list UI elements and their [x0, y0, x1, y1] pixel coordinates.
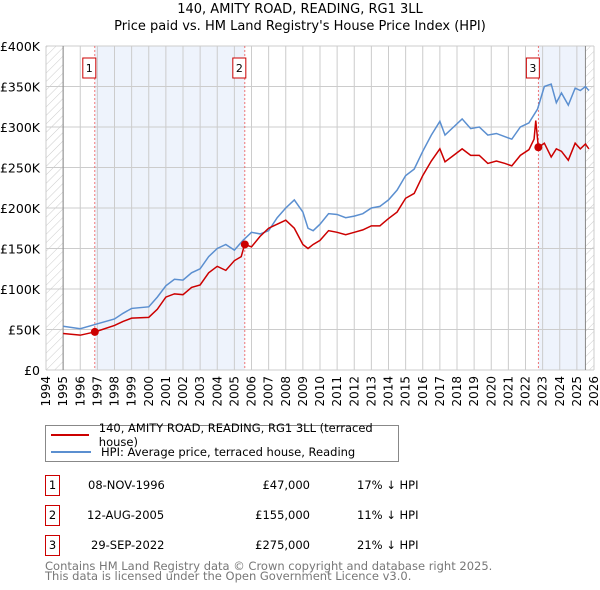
x-tick-label: 2024 — [553, 376, 567, 407]
sale-date: 08-NOV-1996 — [88, 478, 165, 492]
sale-price: £275,000 — [255, 538, 310, 552]
x-tick-label: 2026 — [587, 376, 600, 407]
x-tick-label: 2005 — [227, 376, 241, 407]
property-price-line — [63, 120, 590, 336]
x-tick-label: 1999 — [125, 376, 139, 407]
sale-label-box — [82, 57, 97, 79]
chart-title: 140, AMITY ROAD, READING, RG1 3LL — [177, 2, 423, 17]
y-tick-label: £150K — [0, 242, 41, 257]
x-tick-label: 2007 — [262, 376, 276, 407]
sale-label-box — [232, 57, 247, 79]
table-row: 2 12-AUG-2005 £155,000 11% ↓ HPI — [45, 505, 445, 526]
x-tick-label: 2025 — [570, 376, 584, 407]
x-tick-label: 2001 — [159, 376, 173, 407]
x-tick-label: 2023 — [536, 376, 550, 407]
sale-marker-badge: 3 — [45, 535, 60, 556]
x-tick-label: 2002 — [176, 376, 190, 407]
x-tick-label: 2011 — [330, 376, 344, 407]
x-tick-label: 2022 — [519, 376, 533, 407]
legend-label: 140, AMITY ROAD, READING, RG1 3LL (terra… — [98, 421, 373, 449]
sale-point — [240, 240, 249, 249]
sale-price: £155,000 — [255, 508, 310, 522]
legend-swatch-blue — [51, 451, 91, 453]
x-tick-label: 2015 — [399, 376, 413, 407]
x-tick-label: 2010 — [313, 376, 327, 407]
y-tick-label: £50K — [8, 323, 41, 338]
x-tick-label: 1998 — [108, 376, 122, 407]
x-tick-label: 2018 — [450, 376, 464, 407]
sale-marker-badge: 1 — [45, 475, 60, 496]
sale-label: 1 — [86, 62, 93, 75]
sale-point — [534, 143, 543, 152]
x-tick-label: 2004 — [210, 376, 224, 407]
x-tick-label: 2008 — [279, 376, 293, 407]
sale-label: 2 — [236, 62, 243, 75]
y-tick-label: £200K — [0, 201, 41, 216]
table-row: 1 08-NOV-1996 £47,000 17% ↓ HPI — [45, 475, 445, 496]
x-tick-label: 2009 — [296, 376, 310, 407]
legend-label: HPI: Average price, terraced house, Read… — [101, 445, 356, 459]
sale-hpi-diff: 21% ↓ HPI — [357, 538, 419, 552]
sale-hpi-diff: 17% ↓ HPI — [357, 478, 419, 492]
legend-item-hpi: HPI: Average price, terraced house, Read… — [51, 444, 355, 460]
sale-hpi-diff: 11% ↓ HPI — [357, 508, 419, 522]
x-tick-label: 2020 — [484, 376, 498, 407]
footer-licence: This data is licensed under the Open Gov… — [45, 569, 412, 583]
chart-subtitle: Price paid vs. HM Land Registry's House … — [114, 19, 486, 34]
sale-label-box — [525, 57, 540, 79]
x-tick-label: 1997 — [90, 376, 104, 407]
x-tick-label: 1995 — [56, 376, 70, 407]
y-tick-label: £300K — [0, 120, 41, 135]
legend-swatch-red — [51, 434, 89, 436]
sale-date: 12-AUG-2005 — [87, 508, 165, 522]
x-tick-label: 2006 — [245, 376, 259, 407]
x-tick-label: 2013 — [364, 376, 378, 407]
price-chart: 1994 1995 1996 1997 1998 1999 2000 2001 2002 2003… — [0, 39, 600, 407]
y-tick-label: £350K — [0, 80, 41, 95]
legend-item-property: 140, AMITY ROAD, READING, RG1 3LL (terra… — [51, 421, 398, 449]
x-tick-label: 2021 — [501, 376, 515, 407]
y-tick-label: £100K — [0, 282, 41, 297]
x-tick-label: 1996 — [73, 376, 87, 407]
x-tick-label: 2016 — [416, 376, 430, 407]
sale-point — [90, 327, 99, 336]
sale-marker-badge: 2 — [45, 505, 60, 526]
hpi-line — [63, 83, 590, 330]
sale-date: 29-SEP-2022 — [91, 538, 165, 552]
x-tick-label: 2014 — [382, 376, 396, 407]
x-tick-label: 2012 — [347, 376, 361, 407]
legend: 140, AMITY ROAD, READING, RG1 3LL (terra… — [45, 421, 399, 462]
x-tick-label: 2019 — [467, 376, 481, 407]
x-tick-label: 2017 — [433, 376, 447, 407]
x-tick-label: 2000 — [142, 376, 156, 407]
table-row: 3 29-SEP-2022 £275,000 21% ↓ HPI — [45, 535, 445, 556]
sale-price: £47,000 — [262, 478, 310, 492]
x-tick-label: 2003 — [193, 376, 207, 407]
footer-copyright: Contains HM Land Registry data © Crown c… — [45, 559, 493, 573]
x-tick-label: 1994 — [39, 376, 53, 407]
y-tick-label: £0 — [24, 363, 40, 378]
y-tick-label: £250K — [0, 161, 41, 176]
sale-label: 3 — [529, 62, 536, 75]
y-tick-label: £400K — [0, 39, 41, 54]
